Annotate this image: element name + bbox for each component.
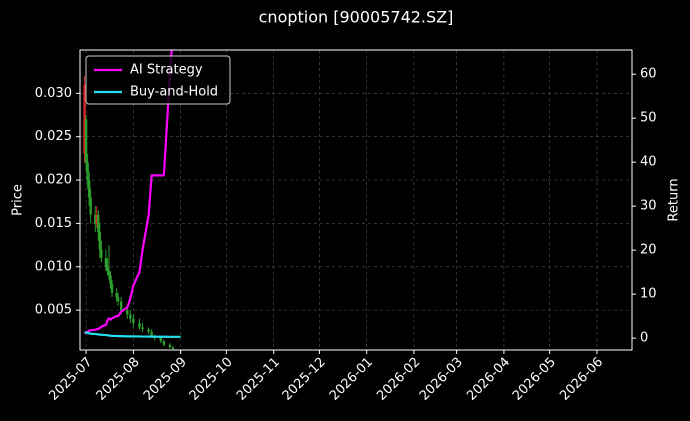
legend-label: AI Strategy: [130, 63, 203, 78]
candle-body: [116, 297, 120, 302]
y2-tick-label: 0: [640, 331, 648, 346]
candle-body: [110, 284, 114, 293]
y-axis-label: Price: [11, 184, 26, 216]
candle-body: [159, 337, 163, 342]
candle-body: [138, 323, 141, 328]
candle-body: [97, 214, 100, 233]
y-tick-label: 0.025: [35, 129, 72, 144]
candle-body: [109, 275, 112, 285]
y-tick-label: 0.020: [35, 173, 72, 188]
candle-body: [100, 249, 103, 259]
y2-tick-label: 60: [640, 67, 657, 82]
candle-body: [119, 301, 123, 311]
series-line: [84, 331, 181, 338]
candle-body: [94, 214, 97, 224]
legend-label: Buy-and-Hold: [130, 85, 218, 100]
plot-area: [83, 50, 181, 350]
candle-body: [147, 329, 150, 332]
series-line: [84, 50, 173, 335]
candle-body: [106, 266, 109, 272]
plot-frame: [79, 49, 633, 351]
candle-body: [95, 214, 98, 224]
y2-tick-label: 40: [640, 155, 657, 170]
chart-title: cnoption [90005742.SZ]: [259, 8, 454, 27]
candle-body: [132, 318, 135, 324]
y2-axis-label: Return: [667, 178, 682, 221]
candle-body: [83, 84, 86, 155]
y2-tick-label: 30: [640, 199, 657, 214]
y-tick-label: 0.030: [35, 86, 72, 101]
candle-body: [150, 331, 153, 337]
candle-body: [84, 119, 88, 163]
candle-body: [115, 292, 118, 298]
y-tick-label: 0.010: [35, 259, 72, 274]
candle-body: [98, 232, 102, 250]
candle-body: [87, 180, 91, 198]
candle-body: [86, 162, 89, 181]
y2-tick-label: 10: [640, 287, 657, 302]
y-tick-label: 0.005: [35, 303, 72, 318]
y2-tick-label: 50: [640, 111, 657, 126]
candle-body: [162, 341, 166, 345]
candle-body: [171, 347, 175, 350]
candle-body: [129, 314, 132, 319]
candle-body: [104, 258, 108, 267]
y-tick-label: 0.015: [35, 216, 72, 231]
candle-body: [168, 344, 172, 348]
candle-body: [141, 327, 144, 330]
candle-body: [126, 310, 129, 315]
candle-body: [89, 197, 92, 215]
y2-tick-label: 20: [640, 243, 657, 258]
candle-body: [107, 271, 111, 276]
